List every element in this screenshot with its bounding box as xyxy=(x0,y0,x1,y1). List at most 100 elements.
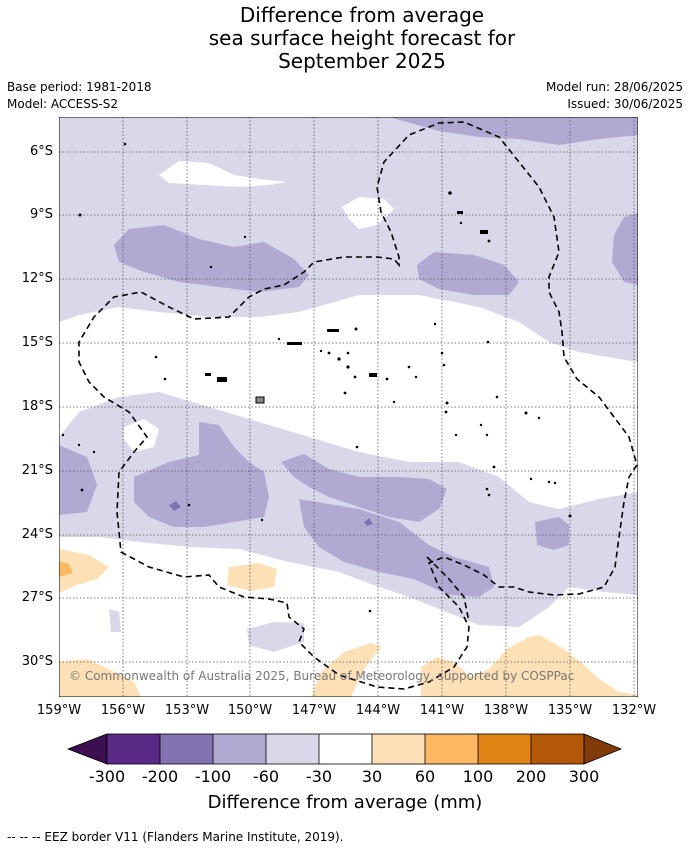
colorbar-swatch-1 xyxy=(107,734,160,764)
colorbar-label-neg30: -30 xyxy=(305,767,333,786)
island xyxy=(485,433,489,437)
title-line-2: sea surface height forecast for xyxy=(208,26,516,50)
eez-borders xyxy=(78,121,638,690)
island xyxy=(92,450,96,454)
island xyxy=(355,445,359,449)
island xyxy=(440,351,444,355)
island xyxy=(487,239,491,243)
copyright-notice: © Commonwealth of Australia 2025, Bureau… xyxy=(69,669,575,683)
colorbar-label-neg60: -60 xyxy=(252,767,280,786)
island xyxy=(61,433,65,437)
colorbar-swatch-7 xyxy=(425,734,478,764)
island xyxy=(486,340,490,344)
island xyxy=(260,518,264,522)
island xyxy=(444,410,448,414)
issued-date: Issued: 30/06/2025 xyxy=(567,97,683,111)
meta-left: Base period: 1981-2018 Model: ACCESS-S2 xyxy=(7,79,152,113)
anomaly-region-orange-dark-w xyxy=(59,561,73,577)
eez-border-north xyxy=(78,121,638,690)
anomaly-region-light-sw xyxy=(247,622,304,652)
colorbar xyxy=(66,733,623,765)
lon-label-147w: 147°W xyxy=(291,703,337,718)
island xyxy=(529,477,533,481)
island xyxy=(319,349,323,353)
island xyxy=(392,400,396,404)
island xyxy=(187,503,191,507)
island xyxy=(385,377,389,381)
colorbar-swatch-3 xyxy=(213,734,266,764)
island xyxy=(448,191,452,195)
island xyxy=(442,363,446,367)
anomaly-region-orange-s2 xyxy=(311,643,381,697)
anomaly-region-white-3 xyxy=(124,419,159,452)
island xyxy=(346,351,350,355)
colorbar-swatch-9 xyxy=(531,734,584,764)
island xyxy=(479,423,483,427)
island xyxy=(123,142,127,146)
island xyxy=(537,416,541,420)
lon-label-141w: 141°W xyxy=(419,703,465,718)
colorbar-extend-high xyxy=(583,733,623,765)
island xyxy=(459,221,463,225)
lon-label-135w: 135°W xyxy=(547,703,593,718)
anomaly-region-medium-c3 xyxy=(299,499,494,597)
colorbar-label-30: 30 xyxy=(361,767,383,786)
island xyxy=(287,342,302,345)
lon-label-138w: 138°W xyxy=(483,703,529,718)
colorbar-dividers xyxy=(159,734,532,764)
anomaly-region-medium-ne xyxy=(389,117,638,145)
island xyxy=(368,609,372,613)
colorbar-swatch-5 xyxy=(319,734,372,764)
colorbar-swatch-2 xyxy=(160,734,213,764)
title-line-1: Difference from average xyxy=(239,3,485,27)
lon-label-153w: 153°W xyxy=(164,703,210,718)
island xyxy=(77,443,81,447)
colorbar-title: Difference from average (mm) xyxy=(207,792,483,813)
title-line-3: September 2025 xyxy=(278,49,446,73)
colorbar-label-60: 60 xyxy=(414,767,436,786)
lon-label-156w: 156°W xyxy=(100,703,146,718)
anomaly-region-dark-b xyxy=(364,518,373,526)
island xyxy=(217,377,227,382)
model-run: Model run: 28/06/2025 xyxy=(545,80,683,94)
island xyxy=(487,493,491,497)
islands xyxy=(61,142,572,613)
island xyxy=(327,351,331,355)
colorbar-swatch-8 xyxy=(478,734,531,764)
island xyxy=(407,365,411,369)
anomaly-region-medium-e xyxy=(612,213,638,285)
island xyxy=(480,230,488,234)
anomaly-region-medium-n2 xyxy=(417,252,519,295)
lat-label-12s: 12°S xyxy=(21,271,53,286)
lat-label-6s: 6°S xyxy=(29,144,53,159)
map-grid xyxy=(59,117,638,697)
colorbar-label-neg100: -100 xyxy=(194,767,232,786)
island xyxy=(78,213,82,217)
anomaly-region-light-w xyxy=(109,609,121,632)
island xyxy=(492,465,496,469)
island xyxy=(414,375,418,379)
colorbar-swatch-6 xyxy=(372,734,425,764)
colorbar-outline xyxy=(106,733,585,765)
island xyxy=(346,365,350,369)
island xyxy=(495,395,499,399)
colorbar-label-200: 200 xyxy=(515,767,547,786)
island xyxy=(568,514,572,518)
colorbar-label-neg200: -200 xyxy=(141,767,179,786)
colorbar-swatch-4 xyxy=(266,734,319,764)
sea-level-map xyxy=(59,117,638,697)
anomaly-region-orange-w xyxy=(59,549,109,593)
meta-right: Model run: 28/06/2025 Issued: 30/06/2025 xyxy=(546,79,683,113)
lon-label-159w: 159°W xyxy=(36,703,82,718)
lat-label-24s: 24°S xyxy=(21,527,53,542)
anomaly-region-white-2 xyxy=(342,197,394,229)
lat-label-15s: 15°S xyxy=(21,335,53,350)
island xyxy=(163,377,167,381)
map-title: Difference from average sea surface heig… xyxy=(0,4,690,73)
anomaly-region-orange-s1 xyxy=(59,659,141,697)
lon-label-150w: 150°W xyxy=(227,703,273,718)
island xyxy=(243,235,247,239)
anomaly-region-medium-n1 xyxy=(114,225,309,292)
eez-border-inner xyxy=(426,556,470,623)
island xyxy=(454,433,458,437)
